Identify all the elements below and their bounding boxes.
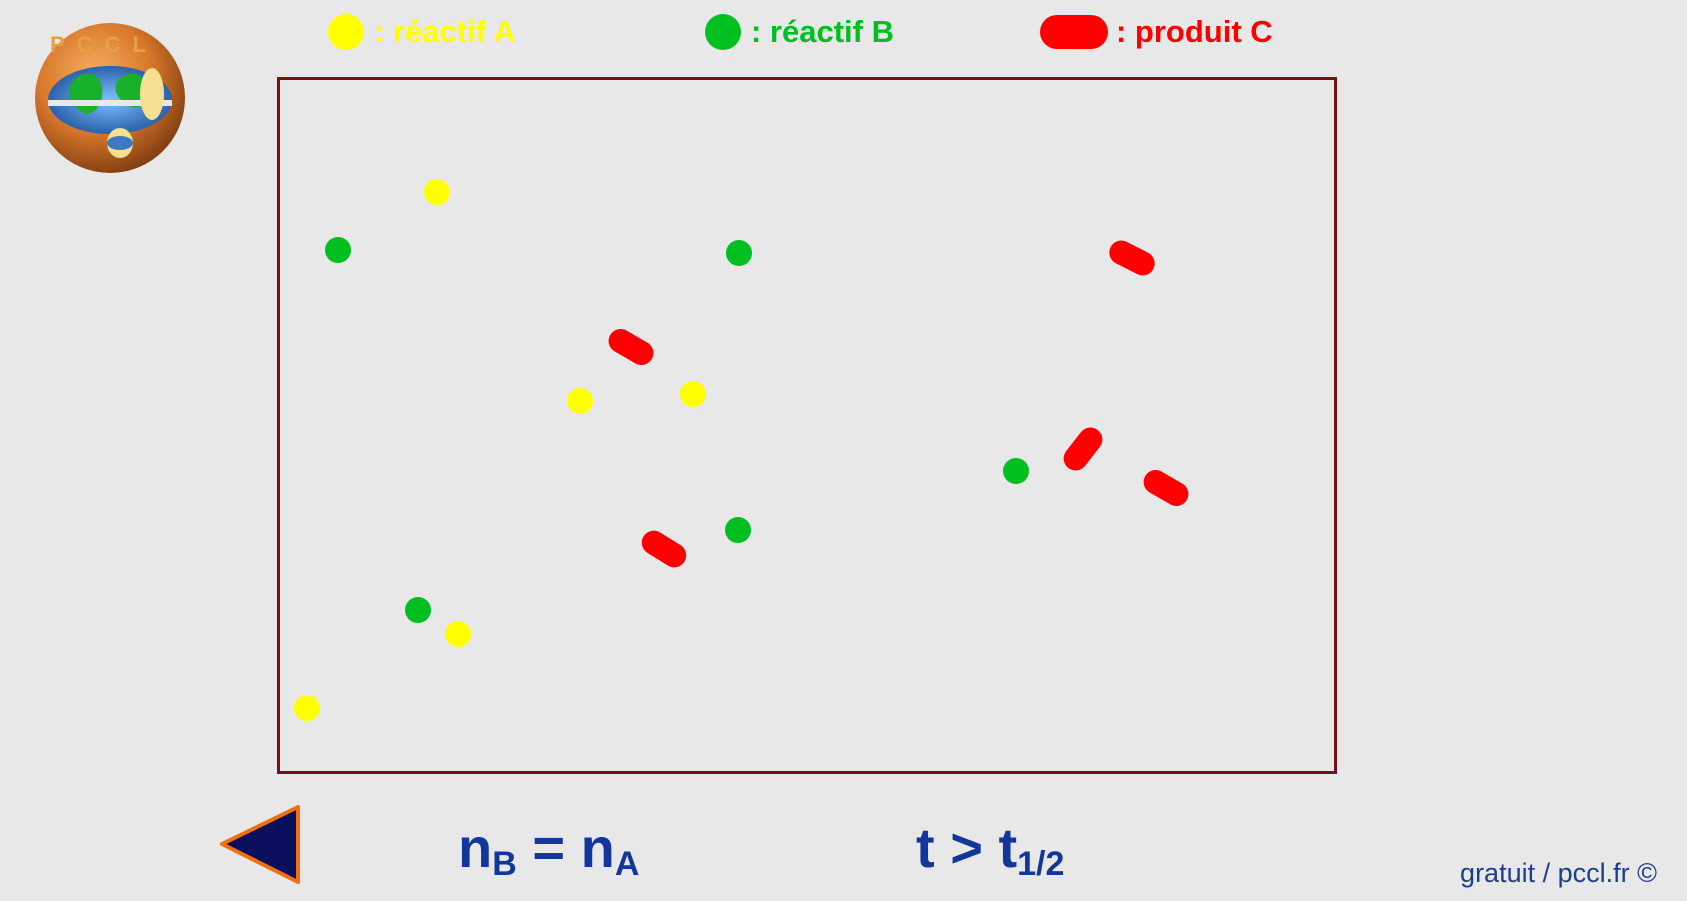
- produit-c-particle: [1109, 240, 1155, 276]
- produit-c-particles: [608, 240, 1189, 568]
- produit-c-particle: [608, 329, 654, 365]
- reactif-b-particle: [725, 517, 751, 543]
- legend-label-c: : produit C: [1116, 14, 1273, 49]
- reactif-a-particle: [567, 388, 593, 414]
- legend-label-b: : réactif B: [751, 14, 894, 49]
- formula-n-b: n: [458, 816, 493, 879]
- formula-sub-a: A: [614, 845, 640, 883]
- legend-label-a: : réactif A: [374, 14, 516, 49]
- reactif-b-particle: [405, 597, 431, 623]
- formula-time: t > t1/2: [916, 808, 1064, 888]
- formula-t-main: t > t: [916, 816, 1018, 879]
- formula-equals: =: [516, 816, 581, 879]
- legend-produit-c: : produit C: [1040, 10, 1273, 54]
- legend-reactif-b: : réactif B: [705, 10, 894, 54]
- footer-credit-link[interactable]: gratuit / pccl.fr ©: [1460, 858, 1657, 888]
- produit-c-particle: [1143, 470, 1189, 506]
- produit-c-swatch: [1040, 15, 1108, 49]
- legend-reactif-a: : réactif A: [328, 10, 516, 54]
- reactif-b-particle: [726, 240, 752, 266]
- reaction-vessel: [277, 77, 1337, 774]
- reactif-b-particle: [1003, 458, 1029, 484]
- reactif-a-particle: [424, 179, 450, 205]
- pccl-logo-icon: PCCL: [35, 23, 185, 173]
- molecules-layer: [294, 179, 1189, 721]
- reactif-a-particle: [294, 695, 320, 721]
- back-button[interactable]: [218, 804, 302, 886]
- triangle-left-icon: [220, 805, 300, 884]
- reactif-a-particle: [445, 621, 471, 647]
- reactif-b-particles: [325, 237, 1029, 623]
- formula-equal-amounts: nB = nA: [458, 808, 639, 888]
- formula-t-sub: 1/2: [1017, 845, 1065, 883]
- reactif-b-particle: [325, 237, 351, 263]
- logo-letters: PCCL: [50, 32, 158, 57]
- pccl-logo: PCCL: [30, 8, 190, 176]
- reactif-b-swatch: [705, 14, 741, 50]
- reactif-a-particle: [680, 381, 706, 407]
- produit-c-particle: [1063, 427, 1103, 471]
- produit-c-particle: [641, 530, 687, 568]
- reactif-a-particles: [294, 179, 706, 721]
- reactif-a-swatch: [328, 14, 364, 50]
- formula-n-a: n: [580, 816, 615, 879]
- formula-sub-b: B: [492, 845, 517, 883]
